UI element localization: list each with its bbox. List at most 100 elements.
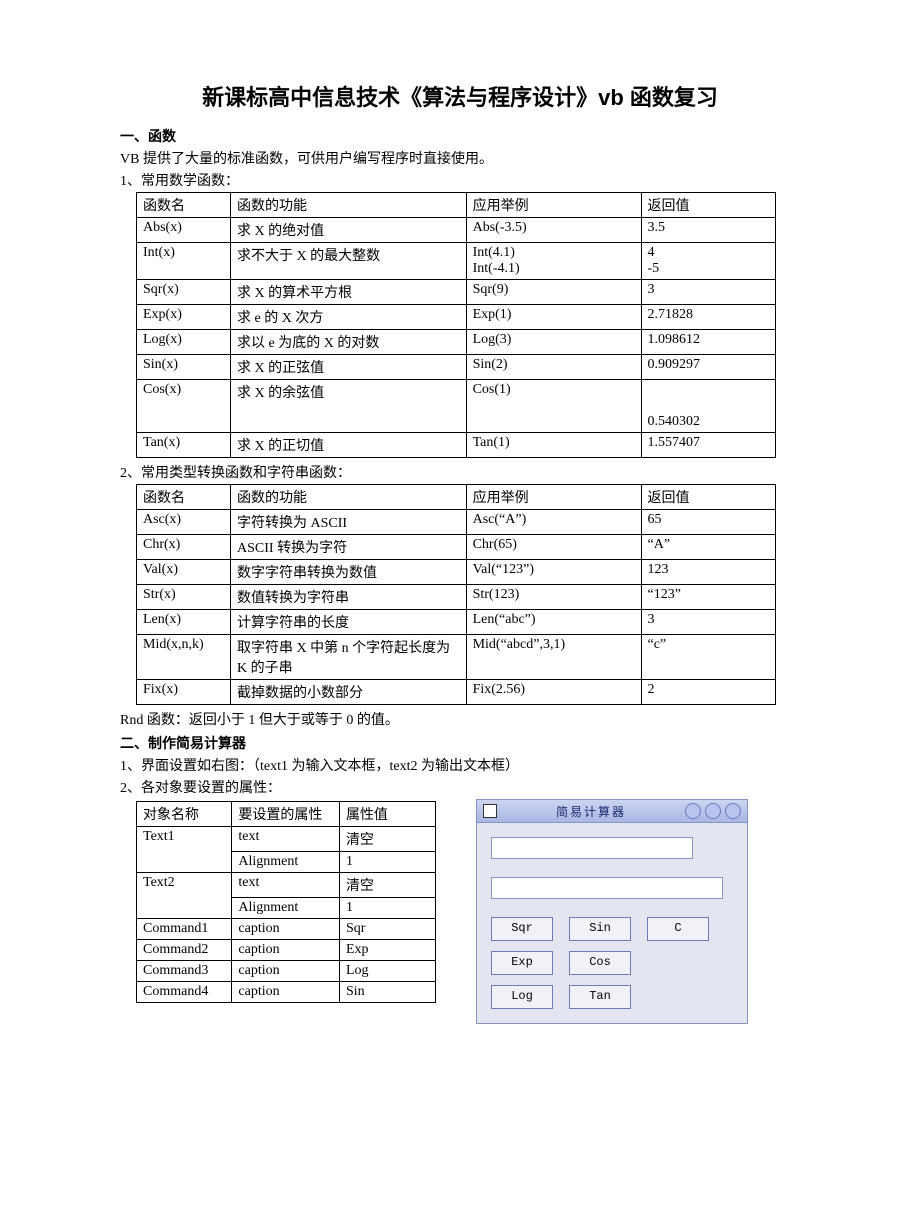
calc-tan-button[interactable]: Tan xyxy=(569,985,631,1009)
table-cell: 求以 e 为底的 X 的对数 xyxy=(231,330,467,355)
table-row: Val(x)数字字符串转换为数值Val(“123”)123 xyxy=(137,560,776,585)
table-cell: Cos(1) xyxy=(466,380,641,433)
table-row: Command4captionSin xyxy=(137,982,436,1003)
table-cell: “A” xyxy=(641,535,776,560)
calc-sqr-button[interactable]: Sqr xyxy=(491,917,553,941)
col-return: 返回值 xyxy=(641,485,776,510)
table-row: Sin(x)求 X 的正弦值Sin(2)0.909297 xyxy=(137,355,776,380)
table-cell: Int(4.1) Int(-4.1) xyxy=(466,243,641,280)
table-cell: ASCII 转换为字符 xyxy=(231,535,467,560)
table-cell: text xyxy=(232,827,340,852)
section-1-heading: 一、函数 xyxy=(120,126,800,146)
table-cell: 求不大于 X 的最大整数 xyxy=(231,243,467,280)
table-cell: 计算字符串的长度 xyxy=(231,610,467,635)
table-cell: 取字符串 X 中第 n 个字符起长度为 K 的子串 xyxy=(231,635,467,680)
table-cell: 123 xyxy=(641,560,776,585)
col-example: 应用举例 xyxy=(466,193,641,218)
table-cell: 清空 xyxy=(339,873,435,898)
minimize-icon[interactable] xyxy=(685,803,701,819)
table-cell: Val(x) xyxy=(137,560,231,585)
table-cell: 截掉数据的小数部分 xyxy=(231,680,467,705)
table-row: Str(x)数值转换为字符串Str(123)“123” xyxy=(137,585,776,610)
table-row: Int(x)求不大于 X 的最大整数Int(4.1) Int(-4.1)4 -5 xyxy=(137,243,776,280)
ui-desc-1: 1、界面设置如右图：（text1 为输入文本框，text2 为输出文本框） xyxy=(120,755,800,775)
calculator-titlebar: 简易计算器 xyxy=(477,800,747,823)
calc-exp-button[interactable]: Exp xyxy=(491,951,553,975)
table-cell: Asc(“A”) xyxy=(466,510,641,535)
table-cell: Str(123) xyxy=(466,585,641,610)
rnd-note: Rnd 函数：返回小于 1 但大于或等于 0 的值。 xyxy=(120,709,800,729)
col-example: 应用举例 xyxy=(466,485,641,510)
text1-field[interactable] xyxy=(491,837,693,859)
table-cell: Command1 xyxy=(137,919,232,940)
table-header-row: 函数名 函数的功能 应用举例 返回值 xyxy=(137,193,776,218)
table-cell: 65 xyxy=(641,510,776,535)
table-cell: text xyxy=(232,873,340,898)
close-icon[interactable] xyxy=(725,803,741,819)
table-cell: Val(“123”) xyxy=(466,560,641,585)
table-cell: Str(x) xyxy=(137,585,231,610)
table-cell: 2 xyxy=(641,680,776,705)
table-cell: Len(x) xyxy=(137,610,231,635)
calc-sin-button[interactable]: Sin xyxy=(569,917,631,941)
table-row: Asc(x)字符转换为 ASCIIAsc(“A”)65 xyxy=(137,510,776,535)
table-cell: Tan(1) xyxy=(466,433,641,458)
table-cell: 2.71828 xyxy=(641,305,776,330)
col-return: 返回值 xyxy=(641,193,776,218)
table-cell: 0.909297 xyxy=(641,355,776,380)
table-cell: caption xyxy=(232,961,340,982)
table-cell: 清空 xyxy=(339,827,435,852)
table-cell: 1 xyxy=(339,852,435,873)
table-cell: Tan(x) xyxy=(137,433,231,458)
table-cell: Log(x) xyxy=(137,330,231,355)
table-cell: 求 X 的正切值 xyxy=(231,433,467,458)
col-name: 函数名 xyxy=(137,193,231,218)
calc-c-button[interactable]: C xyxy=(647,917,709,941)
table-cell: Command2 xyxy=(137,940,232,961)
table-cell: Sin(2) xyxy=(466,355,641,380)
table-row: Command3captionLog xyxy=(137,961,436,982)
table-cell: Sin(x) xyxy=(137,355,231,380)
table-cell: Len(“abc”) xyxy=(466,610,641,635)
table-cell: 求 X 的算术平方根 xyxy=(231,280,467,305)
table-row: Tan(x)求 X 的正切值Tan(1)1.557407 xyxy=(137,433,776,458)
table-cell: 字符转换为 ASCII xyxy=(231,510,467,535)
table-cell: Cos(x) xyxy=(137,380,231,433)
table-cell: 求 X 的正弦值 xyxy=(231,355,467,380)
table-row: Text2text清空 xyxy=(137,873,436,898)
properties-table: 对象名称 要设置的属性 属性值 Text1text清空Alignment1Tex… xyxy=(136,801,436,1003)
table-row: Len(x)计算字符串的长度Len(“abc”)3 xyxy=(137,610,776,635)
col-desc: 函数的功能 xyxy=(231,193,467,218)
table-row: Chr(x)ASCII 转换为字符Chr(65)“A” xyxy=(137,535,776,560)
table-row: Exp(x)求 e 的 X 次方Exp(1)2.71828 xyxy=(137,305,776,330)
calculator-buttons: Sqr Sin C Exp Cos Log Tan xyxy=(491,917,733,1009)
table-cell: Chr(x) xyxy=(137,535,231,560)
section-2-heading: 二、制作简易计算器 xyxy=(120,733,800,753)
intro-text: VB 提供了大量的标准函数，可供用户编写程序时直接使用。 xyxy=(120,148,800,168)
table-row: Mid(x,n,k)取字符串 X 中第 n 个字符起长度为 K 的子串Mid(“… xyxy=(137,635,776,680)
table-cell: Alignment xyxy=(232,898,340,919)
col-desc: 函数的功能 xyxy=(231,485,467,510)
table-cell: caption xyxy=(232,919,340,940)
table-cell: Mid(x,n,k) xyxy=(137,635,231,680)
maximize-icon[interactable] xyxy=(705,803,721,819)
table-cell: 数字字符串转换为数值 xyxy=(231,560,467,585)
table-cell: 4 -5 xyxy=(641,243,776,280)
table-cell: Log(3) xyxy=(466,330,641,355)
math-functions-table: 函数名 函数的功能 应用举例 返回值 Abs(x)求 X 的绝对值Abs(-3.… xyxy=(136,192,776,458)
col-name: 函数名 xyxy=(137,485,231,510)
calc-cos-button[interactable]: Cos xyxy=(569,951,631,975)
text2-field[interactable] xyxy=(491,877,723,899)
table-row: Sqr(x)求 X 的算术平方根Sqr(9)3 xyxy=(137,280,776,305)
sub-2-label: 2、常用类型转换函数和字符串函数： xyxy=(120,462,800,482)
table-cell: 3.5 xyxy=(641,218,776,243)
table-cell: Int(x) xyxy=(137,243,231,280)
table-cell: “c” xyxy=(641,635,776,680)
table-header-row: 函数名 函数的功能 应用举例 返回值 xyxy=(137,485,776,510)
col-value: 属性值 xyxy=(339,802,435,827)
table-cell: Alignment xyxy=(232,852,340,873)
table-cell: Exp(1) xyxy=(466,305,641,330)
table-cell: Exp xyxy=(339,940,435,961)
calc-log-button[interactable]: Log xyxy=(491,985,553,1009)
table-cell: 求 X 的余弦值 xyxy=(231,380,467,433)
